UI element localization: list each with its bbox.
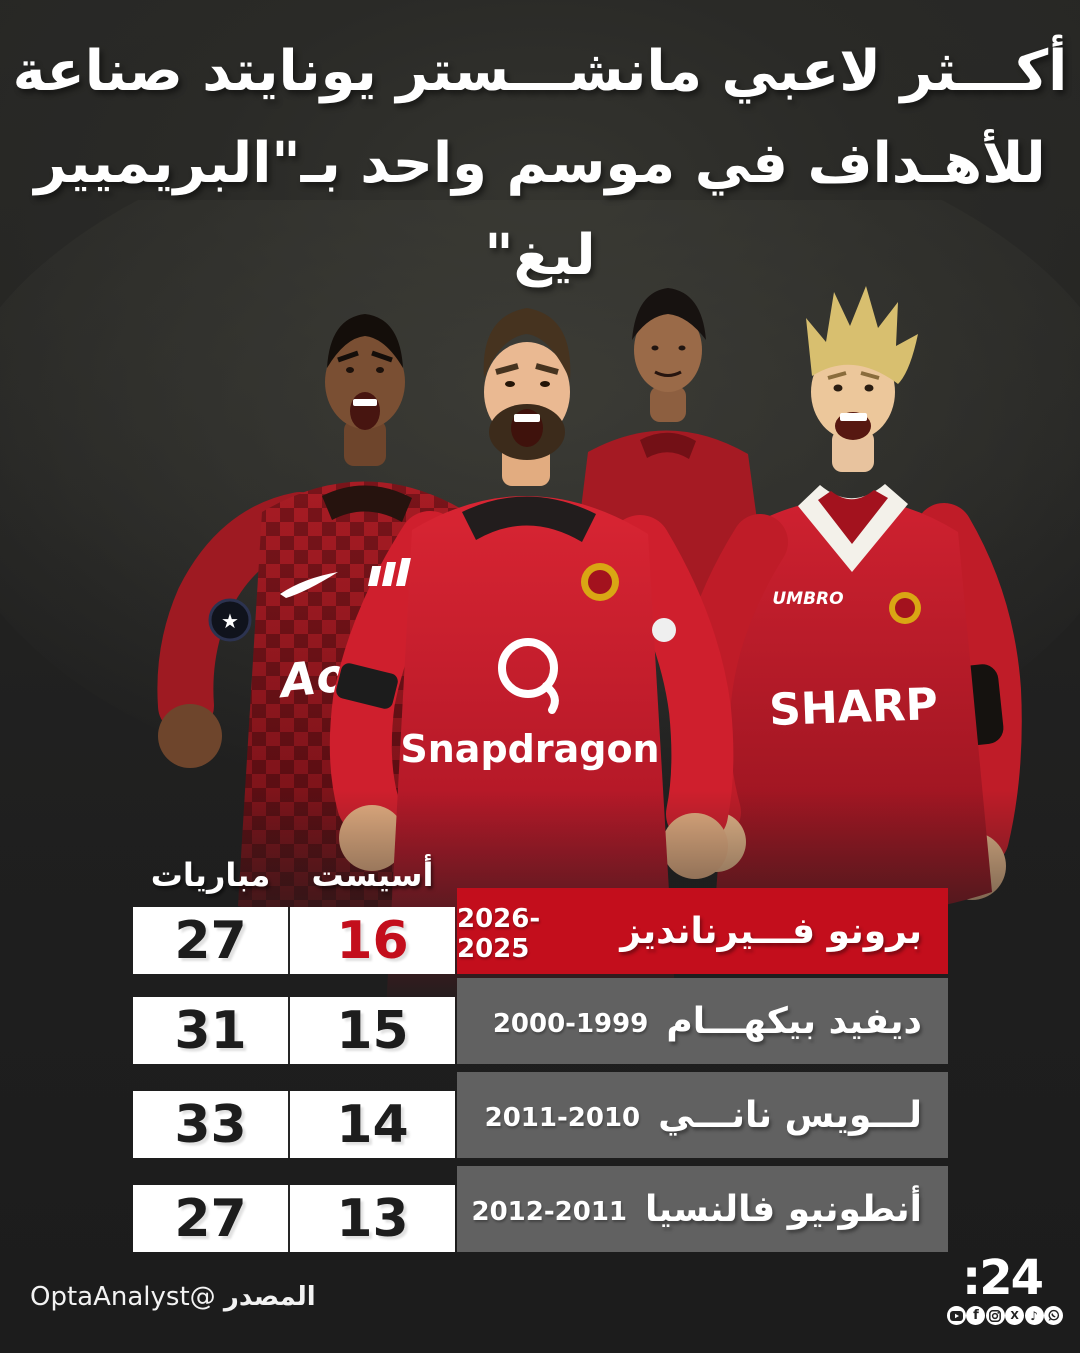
matches-value: 27 [174, 1188, 247, 1249]
cell-divider [288, 1091, 290, 1158]
assists-cell: 13 [290, 1185, 455, 1252]
whatsapp-icon[interactable] [1043, 1306, 1063, 1325]
player-name-cell: أنطونيو فالنسيا 2012-2011 [457, 1166, 948, 1252]
matches-cell: 27 [133, 1185, 288, 1252]
matches-cell: 33 [133, 1091, 288, 1158]
facebook-icon[interactable]: f [966, 1306, 986, 1325]
x-icon[interactable]: X [1005, 1306, 1025, 1325]
assists-value: 13 [336, 1188, 409, 1249]
assists-value: 14 [336, 1094, 409, 1155]
stats-cell: 33 14 [133, 1091, 455, 1158]
matches-value: 33 [174, 1094, 247, 1155]
youtube-icon[interactable] [947, 1306, 966, 1325]
players-montage-illustration: ★ Aon UMBRO SHARP [0, 200, 1080, 1010]
source-handle: @OptaAnalyst [30, 1282, 216, 1312]
tiktok-icon[interactable]: ♪ [1024, 1306, 1044, 1325]
instagram-icon[interactable] [985, 1306, 1005, 1325]
source-credit: المصدر @OptaAnalyst [30, 1282, 316, 1312]
season-label: 2011-2010 [484, 1102, 641, 1133]
season-label: 2012-2011 [471, 1196, 628, 1227]
table-row: لـــويس نانـــي 2011-2010 33 14 [0, 1072, 1080, 1158]
bottom-fade-overlay [0, 790, 1080, 1010]
social-icons-row: f X ♪ [947, 1306, 1067, 1325]
player-name: لـــويس نانـــي [658, 1094, 922, 1136]
table-row: أنطونيو فالنسيا 2012-2011 27 13 [0, 1166, 1080, 1252]
bruno-jersey-sponsor-text: Snapdragon [400, 727, 659, 771]
stats-cell: 27 13 [133, 1185, 455, 1252]
beckham-jersey-brand-text: UMBRO [772, 589, 843, 609]
page-title: أكـــثر لاعبي مانشـــستر يونايتد صناعة ل… [0, 26, 1080, 302]
cell-divider [288, 1185, 290, 1252]
ucl-starball-icon: ★ [221, 609, 239, 633]
beckham-jersey-sponsor-text: SHARP [768, 679, 938, 736]
title-line-1: أكـــثر لاعبي مانشـــستر يونايتد صناعة [12, 39, 1068, 104]
assists-cell: 14 [290, 1091, 455, 1158]
player-name-cell: لـــويس نانـــي 2011-2010 [457, 1072, 948, 1158]
title-line-2: للأهـداف في موسم واحد بـ"البريميير ليغ" [34, 131, 1046, 288]
player-name: أنطونيو فالنسيا [645, 1188, 922, 1230]
source-label: المصدر [223, 1282, 316, 1312]
brand-24-logo: :24 [962, 1250, 1044, 1306]
